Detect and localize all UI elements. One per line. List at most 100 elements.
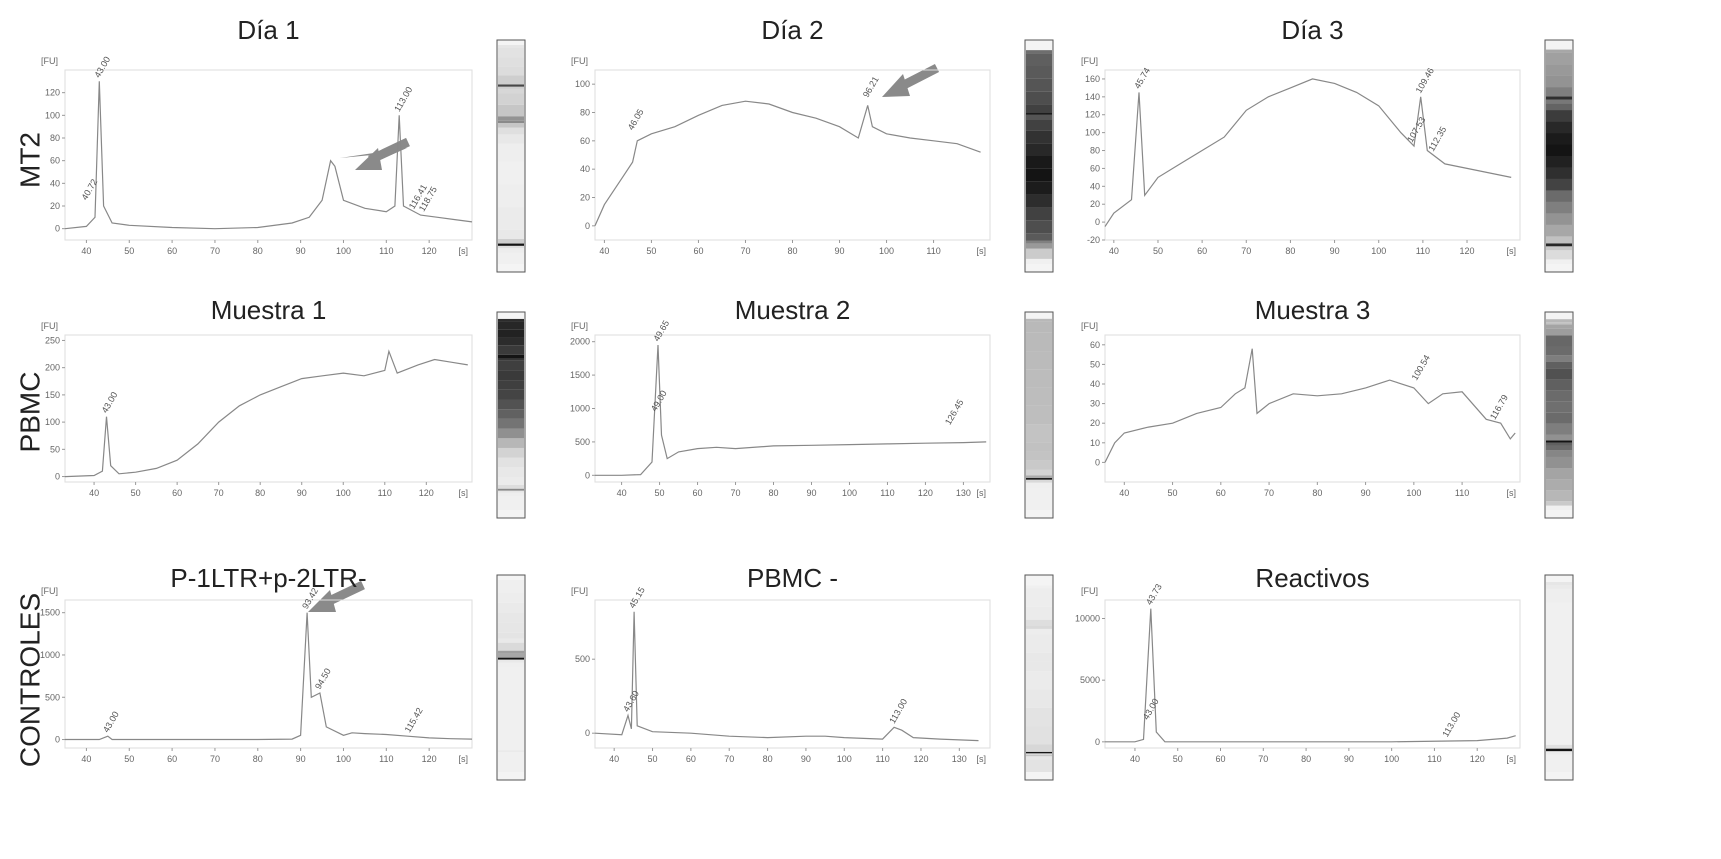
x-tick-label: 120 [1460,246,1475,256]
x-tick-label: 110 [1455,488,1469,498]
x-tick-label: 50 [655,488,665,498]
x-tick-label: 110 [379,246,393,256]
y-axis-label: [FU] [41,56,58,66]
x-tick-label: 90 [1361,488,1371,498]
gel-band [1546,355,1572,362]
gel-band [1026,332,1052,352]
gel-band [1546,361,1572,369]
peak-label: 113.00 [392,85,414,113]
y-tick-label: 50 [1090,359,1100,369]
gel-band [498,659,524,663]
chart-title: Día 1 [237,15,299,45]
gel-band [1026,751,1052,754]
x-tick-label: 80 [769,488,779,498]
gel-band [498,93,524,105]
gel-band [498,650,524,654]
gel-band [1546,368,1572,380]
gel-band [1026,220,1052,234]
y-tick-label: 10 [1090,438,1100,448]
gel-band [498,57,524,67]
gel-band [1546,390,1572,402]
x-tick-label: 110 [379,754,393,764]
x-tick-label: 120 [1470,754,1485,764]
y-tick-label: 20 [1090,199,1100,209]
peak-label: 43.73 [1144,582,1164,607]
gel-band [1546,412,1572,424]
gel-band [1026,240,1052,244]
gel-band [1026,194,1052,208]
x-tick-label: 90 [296,754,306,764]
gel-band [498,756,524,772]
gel-band [1546,121,1572,134]
x-tick-label: 70 [1241,246,1251,256]
chart-title: Día 2 [761,15,823,45]
gel-band [1546,324,1572,329]
x-tick-label: 80 [1285,246,1295,256]
x-tick-label: 40 [617,488,627,498]
y-tick-label: 0 [55,224,60,234]
y-axis-label: [FU] [1081,586,1098,596]
arrow-head [882,74,910,97]
gel-band [498,438,524,448]
x-tick-label: 100 [336,754,351,764]
gel-band [498,409,524,419]
x-axis-label: [s] [976,754,986,764]
x-tick-label: 100 [1371,246,1386,256]
gel-band [1546,201,1572,214]
gel-band [498,484,524,489]
x-tick-label: 120 [422,246,437,256]
gel-band [498,252,524,264]
peak-label: 43.00 [101,710,121,735]
x-tick-label: 60 [693,246,703,256]
gel-band [1026,130,1052,144]
gel-band [498,389,524,400]
gel-band [1026,475,1052,479]
x-tick-label: 60 [167,754,177,764]
peak-label: 49.65 [651,319,671,344]
y-tick-label: 60 [50,156,60,166]
gel-band [1546,246,1572,251]
trace [1105,608,1516,743]
y-tick-label: 2000 [570,337,590,347]
x-tick-label: 120 [918,488,933,498]
arrow-head [355,148,382,170]
x-tick-label: 70 [731,488,741,498]
x-tick-label: 40 [81,246,91,256]
gel-band [1026,689,1052,708]
x-tick-label: 50 [124,754,134,764]
gel-band [1026,181,1052,195]
y-tick-label: 50 [50,444,60,454]
gel-band [1546,144,1572,156]
gel-band [498,477,524,485]
gel-band [498,207,524,230]
gel-band [1026,753,1052,755]
trace [594,611,979,742]
plot-frame [64,69,473,241]
y-tick-label: 80 [50,133,60,143]
gel-band [498,88,524,94]
gel-band [1546,581,1572,585]
gel-band [498,750,524,753]
x-axis-label: [s] [976,488,986,498]
trace [595,344,987,476]
x-tick-label: 60 [686,754,696,764]
gel-band [1026,442,1052,452]
x-tick-label: 80 [253,246,263,256]
gel-band [1026,53,1052,66]
y-tick-label: 0 [1095,457,1100,467]
gel-band [1546,110,1572,122]
gel-band [498,467,524,478]
x-tick-label: 110 [1427,754,1441,764]
gel-band [1546,96,1572,100]
x-tick-label: 70 [724,754,734,764]
gel-band [1026,469,1052,476]
plot-frame [64,599,473,749]
row-label: CONTROLES [14,593,45,767]
peak-label: 126.45 [943,398,965,427]
gel-band [1546,346,1572,356]
x-tick-label: 110 [378,488,392,498]
y-tick-label: 100 [45,417,60,427]
gel-band [1026,460,1052,470]
y-tick-label: 20 [50,201,60,211]
